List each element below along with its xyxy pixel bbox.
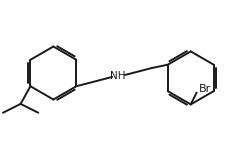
Text: Br: Br (198, 84, 211, 94)
Text: NH: NH (110, 71, 126, 81)
